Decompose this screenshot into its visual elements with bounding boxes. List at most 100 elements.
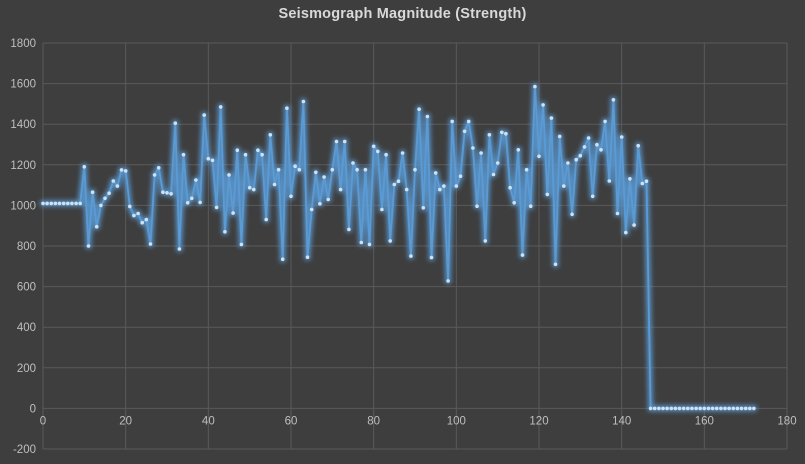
data-point-marker[interactable]	[342, 139, 347, 144]
data-point-marker[interactable]	[260, 152, 264, 157]
data-point-marker[interactable]	[107, 191, 111, 195]
data-point-marker[interactable]	[566, 161, 570, 165]
data-point-marker[interactable]	[537, 154, 541, 159]
data-point-marker[interactable]	[256, 148, 260, 152]
data-point-marker[interactable]	[574, 157, 578, 162]
data-point-marker[interactable]	[714, 406, 719, 411]
data-point-marker[interactable]	[429, 255, 434, 260]
data-point-marker[interactable]	[103, 196, 107, 201]
data-point-marker[interactable]	[169, 192, 173, 196]
data-point-marker[interactable]	[247, 185, 252, 190]
data-point-marker[interactable]	[706, 406, 711, 411]
data-point-marker[interactable]	[603, 119, 607, 124]
data-point-marker[interactable]	[590, 194, 595, 199]
data-point-marker[interactable]	[524, 167, 529, 172]
data-point-marker[interactable]	[367, 242, 372, 247]
data-point-marker[interactable]	[231, 211, 235, 215]
data-point-marker[interactable]	[156, 166, 161, 170]
data-point-marker[interactable]	[462, 129, 467, 134]
data-point-marker[interactable]	[264, 217, 269, 222]
data-point-marker[interactable]	[173, 121, 178, 125]
data-point-marker[interactable]	[586, 136, 591, 140]
data-point-marker[interactable]	[268, 133, 273, 137]
data-point-marker[interactable]	[136, 211, 140, 216]
data-point-marker[interactable]	[223, 230, 227, 234]
data-point-marker[interactable]	[694, 406, 698, 411]
data-point-marker[interactable]	[74, 201, 78, 206]
data-point-marker[interactable]	[305, 255, 310, 259]
data-point-marker[interactable]	[512, 201, 516, 205]
data-point-marker[interactable]	[611, 98, 616, 102]
data-point-marker[interactable]	[326, 197, 331, 202]
data-point-marker[interactable]	[479, 151, 483, 155]
data-point-marker[interactable]	[161, 190, 165, 194]
data-point-marker[interactable]	[70, 201, 74, 206]
data-point-marker[interactable]	[640, 181, 645, 186]
data-point-marker[interactable]	[719, 406, 723, 411]
data-point-marker[interactable]	[483, 239, 488, 243]
data-point-marker[interactable]	[520, 253, 525, 257]
data-point-marker[interactable]	[438, 187, 442, 192]
data-point-marker[interactable]	[417, 107, 421, 111]
data-point-marker[interactable]	[508, 185, 512, 190]
data-point-marker[interactable]	[557, 134, 562, 139]
data-point-marker[interactable]	[392, 182, 397, 187]
data-point-marker[interactable]	[243, 152, 248, 157]
data-point-marker[interactable]	[421, 206, 426, 210]
data-point-marker[interactable]	[61, 201, 66, 206]
data-point-marker[interactable]	[359, 240, 364, 245]
data-point-marker[interactable]	[504, 131, 508, 136]
data-point-marker[interactable]	[289, 194, 293, 199]
data-point-marker[interactable]	[400, 151, 405, 155]
data-point-marker[interactable]	[322, 175, 326, 179]
data-point-marker[interactable]	[698, 406, 702, 411]
data-point-marker[interactable]	[218, 105, 223, 109]
data-point-marker[interactable]	[239, 242, 244, 247]
data-point-marker[interactable]	[582, 145, 587, 149]
data-point-marker[interactable]	[165, 191, 169, 195]
data-point-marker[interactable]	[396, 179, 401, 183]
data-point-marker[interactable]	[252, 187, 256, 192]
data-point-marker[interactable]	[516, 148, 521, 152]
data-point-marker[interactable]	[723, 406, 727, 411]
data-point-marker[interactable]	[318, 202, 322, 206]
data-point-marker[interactable]	[41, 201, 45, 206]
data-point-marker[interactable]	[487, 133, 492, 137]
data-point-marker[interactable]	[665, 406, 669, 411]
data-point-marker[interactable]	[628, 177, 632, 181]
data-point-marker[interactable]	[280, 257, 285, 262]
data-point-marker[interactable]	[338, 187, 343, 192]
data-point-marker[interactable]	[99, 203, 103, 208]
data-point-marker[interactable]	[570, 212, 574, 217]
data-point-marker[interactable]	[624, 230, 628, 235]
data-point-marker[interactable]	[458, 174, 463, 178]
data-point-marker[interactable]	[202, 113, 206, 117]
data-point-marker[interactable]	[185, 201, 190, 205]
data-point-marker[interactable]	[433, 171, 438, 175]
chart-title[interactable]: Seismograph Magnitude (Strength)	[278, 6, 527, 22]
data-point-marker[interactable]	[297, 167, 302, 172]
data-point-marker[interactable]	[686, 406, 690, 411]
data-point-marker[interactable]	[235, 148, 240, 152]
data-point-marker[interactable]	[450, 119, 455, 124]
data-point-marker[interactable]	[446, 279, 450, 283]
data-point-marker[interactable]	[384, 152, 388, 157]
data-point-marker[interactable]	[119, 168, 124, 172]
data-point-marker[interactable]	[388, 239, 393, 243]
data-point-marker[interactable]	[495, 161, 500, 165]
data-point-marker[interactable]	[595, 142, 599, 147]
data-point-marker[interactable]	[404, 187, 409, 192]
data-point-marker[interactable]	[442, 184, 446, 188]
data-point-marker[interactable]	[578, 153, 583, 158]
data-point-marker[interactable]	[739, 406, 744, 411]
data-point-marker[interactable]	[198, 200, 202, 205]
data-point-marker[interactable]	[549, 116, 554, 120]
data-point-marker[interactable]	[190, 196, 194, 201]
data-point-marker[interactable]	[471, 146, 475, 150]
data-point-marker[interactable]	[309, 207, 314, 212]
data-point-marker[interactable]	[752, 406, 756, 411]
data-point-marker[interactable]	[644, 179, 649, 183]
data-point-marker[interactable]	[475, 204, 479, 208]
data-point-marker[interactable]	[661, 406, 665, 411]
